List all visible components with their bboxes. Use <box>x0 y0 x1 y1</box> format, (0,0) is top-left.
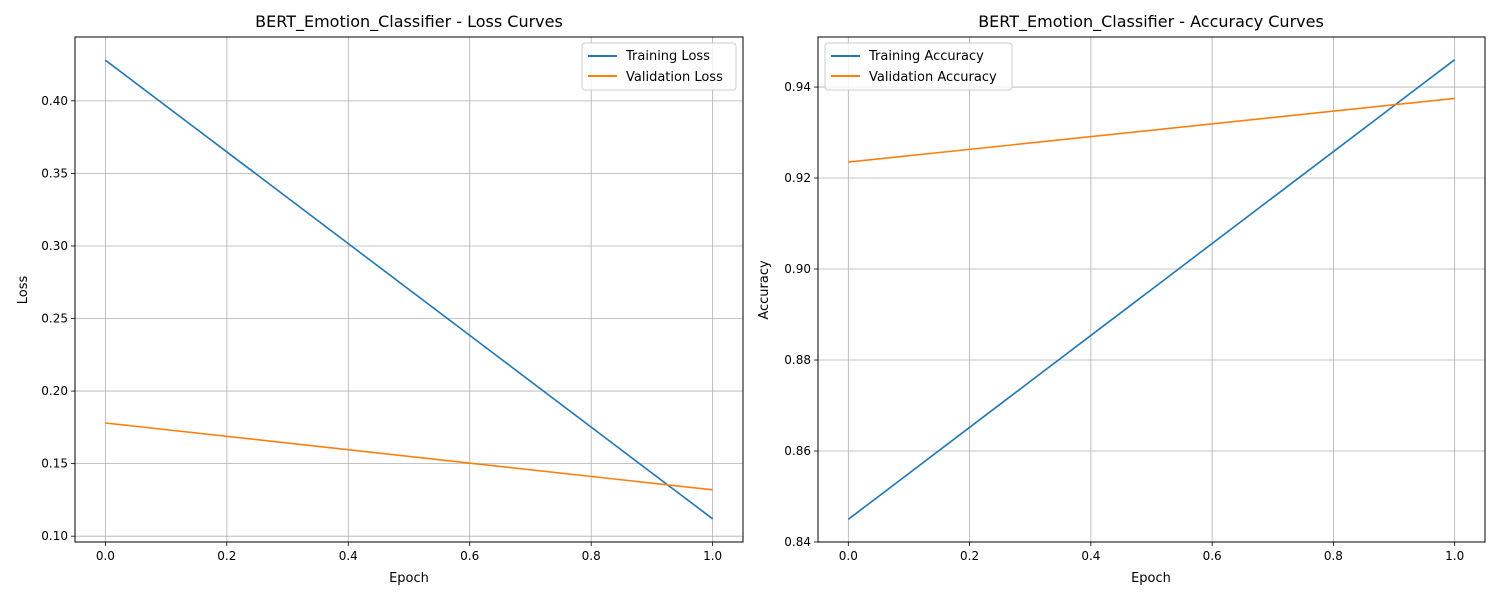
accuracy-y-tick-label: 0.86 <box>784 444 811 458</box>
loss-plot-frame <box>74 36 744 543</box>
loss-y-tick-label: 0.25 <box>41 312 68 326</box>
accuracy-y-tick-label: 0.84 <box>784 535 811 549</box>
accuracy-legend-label-validation: Validation Accuracy <box>869 70 997 85</box>
accuracy-x-tick-label: 0.0 <box>839 549 858 563</box>
accuracy-y-tick-label: 0.88 <box>784 353 811 367</box>
accuracy-x-ticks: 0.0 0.2 0.4 0.6 0.8 1.0 <box>839 542 1464 563</box>
accuracy-chart-title: BERT_Emotion_Classifier - Accuracy Curve… <box>978 12 1324 32</box>
loss-legend-box <box>581 42 737 91</box>
loss-x-tick-label: 0.6 <box>460 549 479 563</box>
loss-x-tick-label: 0.4 <box>339 549 358 563</box>
loss-validation-line <box>105 422 713 491</box>
accuracy-plot-frame <box>817 36 1486 543</box>
loss-y-axis-label: Loss <box>16 276 31 305</box>
loss-y-tick-label: 0.10 <box>41 529 68 543</box>
loss-y-tick-label: 0.35 <box>41 166 68 180</box>
accuracy-validation-line <box>848 97 1455 163</box>
accuracy-y-tick-label: 0.90 <box>784 262 811 276</box>
loss-x-tick-label: 0.2 <box>217 549 236 563</box>
accuracy-y-tick-label: 0.92 <box>784 171 811 185</box>
loss-y-tick-label: 0.30 <box>41 239 68 253</box>
accuracy-x-tick-label: 0.4 <box>1081 549 1100 563</box>
loss-training-line <box>104 59 714 520</box>
loss-y-tick-label: 0.20 <box>41 384 68 398</box>
accuracy-chart: BERT_Emotion_Classifier - Accuracy Curve… <box>757 12 1486 586</box>
accuracy-series <box>847 59 1456 520</box>
loss-grid <box>75 37 743 542</box>
loss-legend-label-validation: Validation Loss <box>626 70 723 85</box>
accuracy-x-tick-label: 0.6 <box>1203 549 1222 563</box>
accuracy-x-axis-label: Epoch <box>1131 571 1171 586</box>
loss-chart: BERT_Emotion_Classifier - Loss Curves 0.… <box>16 12 744 586</box>
accuracy-y-ticks: 0.84 0.86 0.88 0.90 0.92 0.94 <box>784 80 818 549</box>
loss-x-tick-label: 0.8 <box>582 549 601 563</box>
loss-legend-label-training: Training Loss <box>625 49 710 64</box>
loss-x-axis-label: Epoch <box>389 571 429 586</box>
loss-y-tick-label: 0.15 <box>41 457 68 471</box>
loss-x-tick-label: 1.0 <box>703 549 722 563</box>
loss-x-ticks: 0.0 0.2 0.4 0.6 0.8 1.0 <box>96 542 722 563</box>
accuracy-x-tick-label: 1.0 <box>1445 549 1464 563</box>
accuracy-training-line <box>847 59 1456 520</box>
accuracy-legend-label-training: Training Accuracy <box>868 49 984 64</box>
loss-series <box>104 59 714 520</box>
accuracy-y-tick-label: 0.94 <box>784 80 811 94</box>
accuracy-x-tick-label: 0.2 <box>960 549 979 563</box>
loss-x-tick-label: 0.0 <box>96 549 115 563</box>
loss-legend: Training Loss Validation Loss <box>581 42 737 91</box>
loss-chart-title: BERT_Emotion_Classifier - Loss Curves <box>255 12 563 32</box>
accuracy-y-axis-label: Accuracy <box>757 260 772 320</box>
loss-y-tick-label: 0.40 <box>41 94 68 108</box>
accuracy-legend: Training Accuracy Validation Accuracy <box>824 42 1013 91</box>
accuracy-legend-box <box>824 42 1013 91</box>
loss-y-ticks: 0.10 0.15 0.20 0.25 0.30 0.35 0.40 <box>41 94 75 543</box>
accuracy-x-tick-label: 0.8 <box>1324 549 1343 563</box>
